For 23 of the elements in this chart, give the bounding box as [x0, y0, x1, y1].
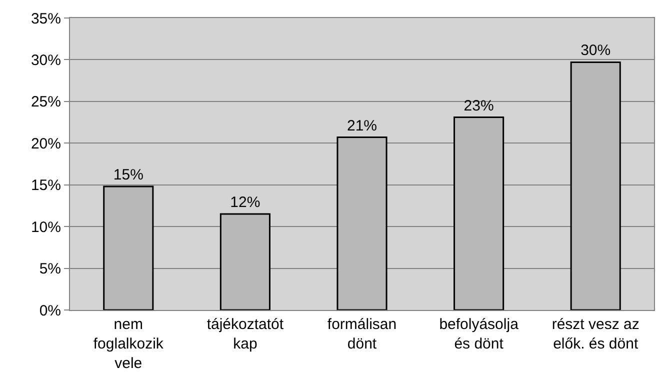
y-tick-label: 0% [39, 302, 61, 320]
y-tick-label: 10% [30, 218, 61, 236]
x-tick-label: befolyásolja és dönt [439, 316, 520, 352]
x-tick-label: tájékoztatót kap [206, 316, 284, 352]
y-tick-label: 20% [30, 135, 61, 152]
data-label: 21% [346, 117, 378, 134]
data-label: 30% [580, 42, 611, 60]
bar [336, 136, 388, 310]
bar [570, 61, 621, 310]
y-tick-label: 25% [30, 94, 61, 111]
data-label: 15% [113, 166, 144, 184]
data-label: 23% [464, 97, 494, 114]
bar [454, 116, 504, 310]
data-label: 12% [230, 194, 260, 212]
y-tick-label: 30% [30, 52, 61, 69]
y-tick-label: 5% [39, 260, 61, 278]
bar [220, 213, 270, 310]
x-tick-label: formálisan dönt [327, 316, 397, 352]
x-tick-label: nem foglalkozik vele [93, 316, 164, 372]
bar [103, 186, 154, 310]
y-tick-label: 15% [30, 177, 61, 194]
x-tick-label: részt vesz az elők. és dönt [552, 316, 640, 352]
y-tick-label: 35% [30, 10, 61, 28]
